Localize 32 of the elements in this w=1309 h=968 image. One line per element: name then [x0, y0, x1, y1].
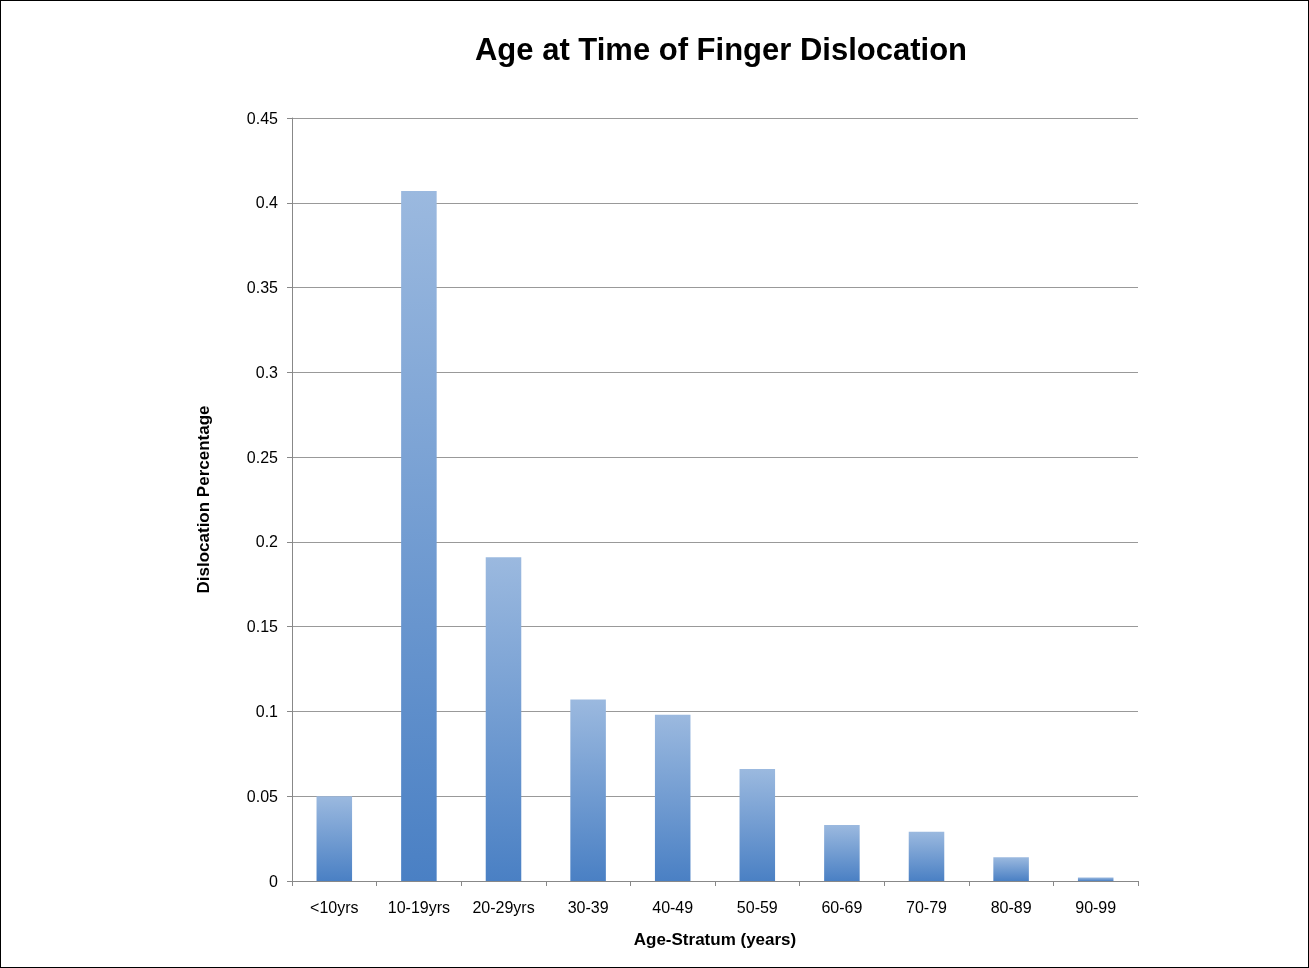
y-tick-label: 0.4	[255, 194, 279, 212]
x-tick-label: 30-39	[567, 898, 609, 916]
y-axis-title: Dislocation Percentage	[194, 405, 213, 594]
bar	[908, 831, 945, 881]
bar	[739, 769, 776, 881]
chart-title: Age at Time of Finger Dislocation	[474, 32, 968, 67]
y-tick-label: 0.3	[255, 363, 279, 381]
y-tick-label: 0.2	[255, 533, 279, 551]
y-tick-label: 0.1	[255, 702, 279, 720]
x-axis-title: Age-Stratum (years)	[633, 930, 797, 949]
x-tick-label: <10yrs	[310, 898, 359, 916]
x-tick-label: 40-49	[652, 898, 694, 916]
y-tick-label: 0.05	[246, 787, 279, 805]
x-tick-label: 20-29yrs	[472, 898, 535, 916]
x-tick-label: 50-59	[736, 898, 778, 916]
y-tick-label: 0.45	[246, 109, 279, 127]
x-tick-label: 10-19yrs	[387, 898, 451, 916]
bar	[485, 557, 522, 881]
bar	[570, 699, 606, 881]
bar	[401, 190, 437, 881]
y-tick-label: 0	[269, 872, 279, 890]
bar	[824, 825, 860, 881]
y-tick-label: 0.15	[246, 618, 279, 636]
y-tick-label: 0.25	[246, 448, 279, 466]
x-tick-label: 60-69	[821, 898, 863, 916]
bar	[993, 857, 1029, 881]
x-tick-label: 80-89	[990, 898, 1032, 916]
x-tick-label: 90-99	[1075, 898, 1117, 916]
bar	[654, 714, 691, 881]
y-tick-label: 0.35	[246, 279, 279, 297]
x-tick-label: 70-79	[906, 898, 948, 916]
bar	[316, 796, 353, 881]
